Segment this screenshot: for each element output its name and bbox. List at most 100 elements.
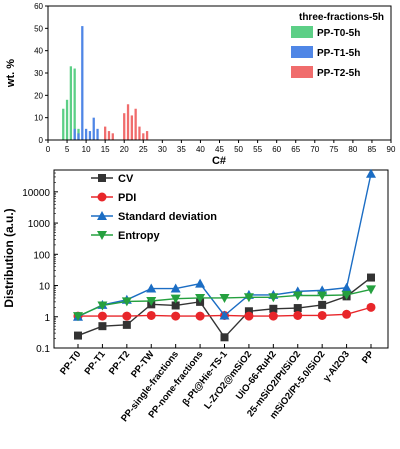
top-xtick-label: 90 (387, 145, 396, 154)
top-xtick-label: 35 (177, 145, 186, 154)
point-cv (74, 331, 82, 340)
bottom-ytick-label: 1000 (28, 219, 51, 230)
bar-pp-t2-5h-c16 (107, 131, 111, 140)
point-entropy (170, 294, 181, 304)
point-cv (318, 300, 327, 309)
bar-pp-t2-5h-c15 (104, 126, 107, 140)
point-cv (244, 307, 253, 316)
point-cv (122, 320, 131, 329)
top-ytick-label: 0 (39, 136, 44, 145)
top-xtick-label: 80 (348, 145, 357, 154)
top-xtick-label: 15 (101, 145, 110, 154)
series-entropy (73, 285, 376, 322)
point-cv (220, 333, 229, 342)
point-entropy (195, 293, 206, 303)
point-pdi (122, 311, 132, 321)
top-legend-label: PP-T2-5h (317, 68, 360, 79)
top-legend: three-fractions-5h PP-T0-5h PP-T1-5h PP-T2… (291, 12, 384, 79)
top-xtick-label: 70 (310, 145, 319, 154)
point-pdi (268, 311, 278, 321)
point-entropy (146, 296, 157, 306)
point-entropy (292, 291, 303, 301)
top-xtick-label: 60 (272, 145, 281, 154)
bottom-legend: CV PDI Standard deviation Entropy (91, 173, 217, 242)
point-pdi (366, 302, 376, 312)
point-pdi (146, 310, 156, 320)
top-ytick-label: 60 (34, 2, 43, 11)
top-xtick-label: 85 (367, 145, 376, 154)
top-ytick-label: 50 (34, 24, 43, 33)
top-xtick-label: 10 (82, 145, 91, 154)
bottom-ytick-label: 10 (39, 282, 51, 293)
point-standard-deviation (219, 310, 230, 320)
top-ytick-label: 10 (34, 114, 43, 123)
bar-pp-t1-5h-c10 (84, 128, 88, 140)
bar-pp-t2-5h-c21 (126, 104, 130, 140)
top-legend-swatch-pp-t0-5h (291, 26, 313, 38)
bar-pp-t2-5h-c20 (123, 113, 126, 140)
top-xtick-label: 40 (196, 145, 205, 154)
point-cv (293, 304, 302, 313)
bottom-ylabel: Distribution (a.u.) (2, 208, 16, 307)
top-xtick-label: 5 (65, 145, 70, 154)
point-cv (367, 273, 375, 282)
top-legend-swatch-pp-t1-5h (291, 46, 313, 58)
point-entropy (121, 297, 132, 307)
top-xlabel: C# (212, 155, 226, 167)
bar-pp-t2-5h-c24 (138, 126, 141, 140)
bar-pp-t2-5h-c23 (134, 108, 137, 140)
line-cv (77, 277, 372, 339)
top-xtick-label: 25 (139, 145, 148, 154)
bottom-legend-marker-entropy (97, 231, 107, 240)
top-xtick-label: 75 (329, 145, 338, 154)
bottom-legend-marker-cv (98, 174, 106, 182)
bar-pp-t2-5h-c22 (130, 115, 133, 140)
bar-pp-t2-5h-c25 (142, 133, 145, 140)
point-standard-deviation (195, 278, 206, 288)
bottom-ytick-label: 100 (33, 250, 50, 261)
top-xtick-label: 50 (234, 145, 243, 154)
bottom-legend-marker-pdi (97, 192, 107, 202)
top-ytick-label: 30 (34, 69, 43, 78)
point-pdi (171, 311, 181, 321)
bottom-legend-label: Entropy (118, 230, 160, 242)
point-entropy (219, 293, 230, 303)
bar-pp-t0-5h-c7 (73, 68, 76, 140)
bottom-ytick-label: 0.1 (36, 344, 50, 355)
top-legend-label: PP-T1-5h (317, 48, 360, 59)
bar-pp-t1-5h-c7 (73, 128, 76, 140)
top-ytick-label: 20 (34, 91, 43, 100)
bottom-legend-label: Standard deviation (118, 211, 217, 223)
bar-pp-t1-5h-c9 (81, 26, 84, 141)
series-cv (74, 273, 375, 342)
bar-pp-t1-5h-c8 (77, 133, 80, 140)
top-xtick-label: 20 (120, 145, 129, 154)
point-entropy (243, 293, 254, 303)
point-pdi (342, 309, 352, 319)
point-pdi (317, 310, 327, 320)
top-legend-title: three-fractions-5h (299, 12, 384, 23)
bottom-legend-marker-standard-deviation (97, 211, 107, 220)
point-standard-deviation (366, 168, 376, 178)
bottom-category-label: γ-Al2O3 (321, 349, 352, 384)
bar-pp-t2-5h-c17 (111, 133, 114, 140)
point-pdi (195, 311, 205, 321)
point-entropy (97, 301, 108, 311)
top-chart-panel: 0 5 10 15 20 25 30 35 40 45 50 55 60 65 70 75 80 85 90 0 10… (5, 2, 396, 167)
point-cv (171, 301, 180, 310)
point-cv (98, 322, 107, 331)
point-pdi (97, 311, 107, 321)
top-xtick-label: 55 (253, 145, 262, 154)
bar-pp-t0-5h-c4 (62, 108, 65, 140)
point-standard-deviation (341, 282, 352, 292)
bar-pp-t2-5h-c26 (145, 131, 149, 140)
top-xtick-label: 45 (215, 145, 224, 154)
bar-pp-t1-5h-c11 (88, 131, 92, 140)
point-entropy (341, 290, 352, 300)
bar-pp-t0-5h-c6 (69, 66, 73, 140)
bar-pp-t0-5h-c5 (65, 99, 69, 140)
bar-pp-t1-5h-c13 (96, 128, 99, 140)
bottom-ytick-label: 1 (44, 313, 50, 324)
point-entropy (73, 312, 83, 322)
